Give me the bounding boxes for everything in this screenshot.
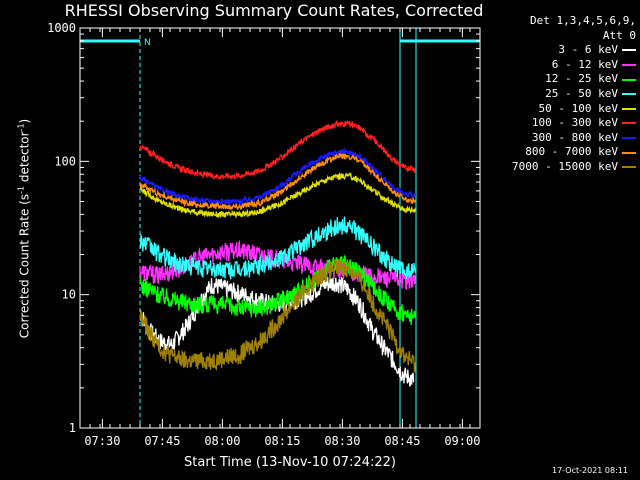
footer-timestamp: 17-Oct-2021 08:11 — [552, 466, 628, 475]
legend-swatch — [622, 137, 636, 140]
legend-label: 300 - 800 keV — [531, 130, 618, 144]
series-line-2 — [139, 254, 417, 325]
legend-swatch — [622, 107, 636, 110]
series-line-5 — [139, 119, 417, 181]
legend-entry-8: 7000 - 15000 keV — [500, 160, 636, 175]
x-tick-label-1: 07:45 — [144, 434, 180, 448]
x-tick-label-0: 07:30 — [84, 434, 120, 448]
legend-entry-3: 25 - 50 keV — [500, 87, 636, 102]
legend: Det 1,3,4,5,6,9, Att 0 3 - 6 keV 6 - 12 k… — [500, 14, 636, 175]
legend-entry-2: 12 - 25 keV — [500, 72, 636, 87]
legend-entry-5: 100 - 300 keV — [500, 116, 636, 131]
night-label: N — [144, 38, 151, 48]
legend-entry-7: 800 - 7000 keV — [500, 145, 636, 160]
legend-header-2: Att 0 — [602, 28, 636, 42]
legend-entry-1: 6 - 12 keV — [500, 58, 636, 73]
series-line-7 — [139, 152, 417, 211]
y-tick-label-2: 100 — [54, 154, 76, 168]
legend-header-1: Det 1,3,4,5,6,9, — [530, 14, 636, 27]
legend-label: 800 - 7000 keV — [525, 145, 618, 159]
legend-label: 100 - 300 keV — [531, 116, 618, 130]
chart-title: RHESSI Observing Summary Count Rates, Co… — [64, 1, 484, 20]
legend-swatch — [622, 122, 636, 125]
series-line-3 — [139, 216, 417, 280]
x-tick-label-4: 08:30 — [324, 434, 360, 448]
legend-label: 50 - 100 keV — [538, 101, 618, 115]
y-tick-label-3: 1000 — [47, 21, 76, 35]
series-line-4 — [139, 171, 417, 219]
x-tick-label-6: 09:00 — [444, 434, 480, 448]
y-tick-label-0: 1 — [69, 421, 76, 435]
legend-label: 6 - 12 keV — [551, 57, 618, 71]
legend-label: 3 - 6 keV — [558, 43, 618, 57]
y-tick-label-1: 10 — [62, 288, 76, 302]
legend-swatch — [622, 64, 636, 67]
legend-label: 25 - 50 keV — [545, 86, 618, 100]
legend-swatch — [622, 49, 636, 52]
legend-entry-4: 50 - 100 keV — [500, 102, 636, 117]
x-tick-label-3: 08:15 — [264, 434, 300, 448]
series-line-6 — [139, 146, 417, 206]
legend-swatch — [622, 166, 636, 169]
x-tick-label-5: 08:45 — [384, 434, 420, 448]
legend-swatch — [622, 93, 636, 96]
y-axis-label: Corrected Count Rate (s-1 detector-1) — [16, 118, 32, 339]
legend-swatch — [622, 151, 636, 154]
legend-label: 12 - 25 keV — [545, 72, 618, 86]
x-tick-label-2: 08:00 — [204, 434, 240, 448]
legend-entry-6: 300 - 800 keV — [500, 131, 636, 146]
x-axis-label: Start Time (13-Nov-10 07:24:22) — [184, 455, 396, 470]
legend-label: 7000 - 15000 keV — [512, 159, 618, 173]
legend-swatch — [622, 78, 636, 81]
legend-entry-0: 3 - 6 keV — [500, 43, 636, 58]
series-line-8 — [139, 259, 417, 373]
